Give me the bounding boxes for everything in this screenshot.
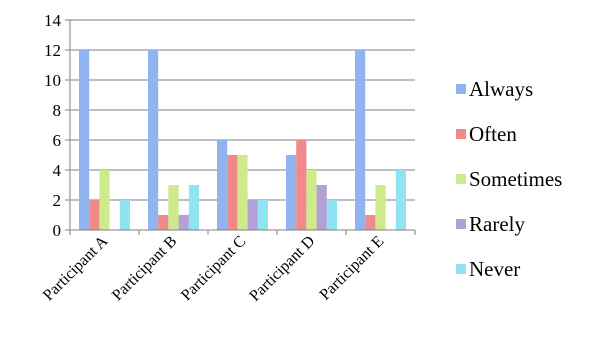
- bar-never-5: [395, 170, 406, 230]
- bar-always-4: [286, 155, 297, 230]
- x-tick-label: Participant C: [178, 233, 249, 304]
- bar-rarely-4: [316, 185, 327, 230]
- y-axis-tick-labels: 0 2 4 6 8 10 12 14: [44, 11, 62, 240]
- legend-swatch: [456, 129, 466, 139]
- legend-label: Often: [469, 121, 517, 146]
- x-tick-label: Participant A: [40, 232, 112, 304]
- legend-label: Sometimes: [469, 166, 563, 191]
- y-tick-label: 2: [53, 191, 62, 210]
- gridlines: [70, 19, 415, 201]
- legend: Always Often Sometimes Rarely Never: [456, 76, 563, 303]
- bar-always-3: [217, 140, 228, 230]
- bar-often-2: [158, 215, 169, 230]
- legend-swatch: [456, 174, 466, 184]
- legend-swatch: [456, 84, 466, 94]
- bar-often-4: [296, 140, 307, 230]
- y-tick-label: 8: [53, 101, 62, 120]
- legend-label: Rarely: [469, 211, 525, 236]
- y-tick-label: 6: [53, 131, 62, 150]
- bar-often-5: [365, 215, 376, 230]
- bars: [79, 50, 406, 230]
- legend-item-sometimes: Sometimes: [456, 166, 563, 191]
- y-tick-label: 4: [53, 161, 62, 180]
- bar-always-2: [148, 50, 159, 230]
- legend-swatch: [456, 264, 466, 274]
- y-tick-label: 0: [53, 221, 62, 240]
- bar-sometimes-2: [168, 185, 179, 230]
- y-tick-label: 10: [44, 71, 61, 90]
- bar-never-3: [257, 200, 268, 230]
- bar-always-1: [79, 50, 90, 230]
- legend-swatch: [456, 219, 466, 229]
- bar-never-1: [119, 200, 130, 230]
- x-tick-label: Participant E: [317, 233, 388, 304]
- legend-label: Never: [469, 256, 521, 281]
- bar-rarely-3: [247, 200, 258, 230]
- bar-often-3: [227, 155, 238, 230]
- legend-item-always: Always: [456, 76, 562, 101]
- axes: [65, 19, 416, 235]
- legend-label: Always: [469, 76, 534, 101]
- bar-sometimes-4: [306, 170, 317, 230]
- bar-sometimes-3: [237, 155, 248, 230]
- x-tick-label: Participant D: [246, 233, 318, 305]
- y-tick-label: 14: [44, 11, 62, 30]
- bar-always-5: [355, 50, 366, 230]
- bar-sometimes-5: [375, 185, 386, 230]
- legend-item-often: Often: [456, 121, 562, 146]
- bar-never-4: [326, 200, 337, 230]
- y-tick-label: 12: [44, 41, 61, 60]
- bar-never-2: [188, 185, 199, 230]
- x-tick-label: Participant B: [109, 233, 180, 304]
- legend-item-rarely: Rarely: [456, 211, 562, 236]
- legend-item-never: Never: [456, 256, 562, 281]
- bar-rarely-2: [178, 215, 189, 230]
- bar-sometimes-1: [99, 170, 110, 230]
- bar-often-1: [89, 200, 100, 230]
